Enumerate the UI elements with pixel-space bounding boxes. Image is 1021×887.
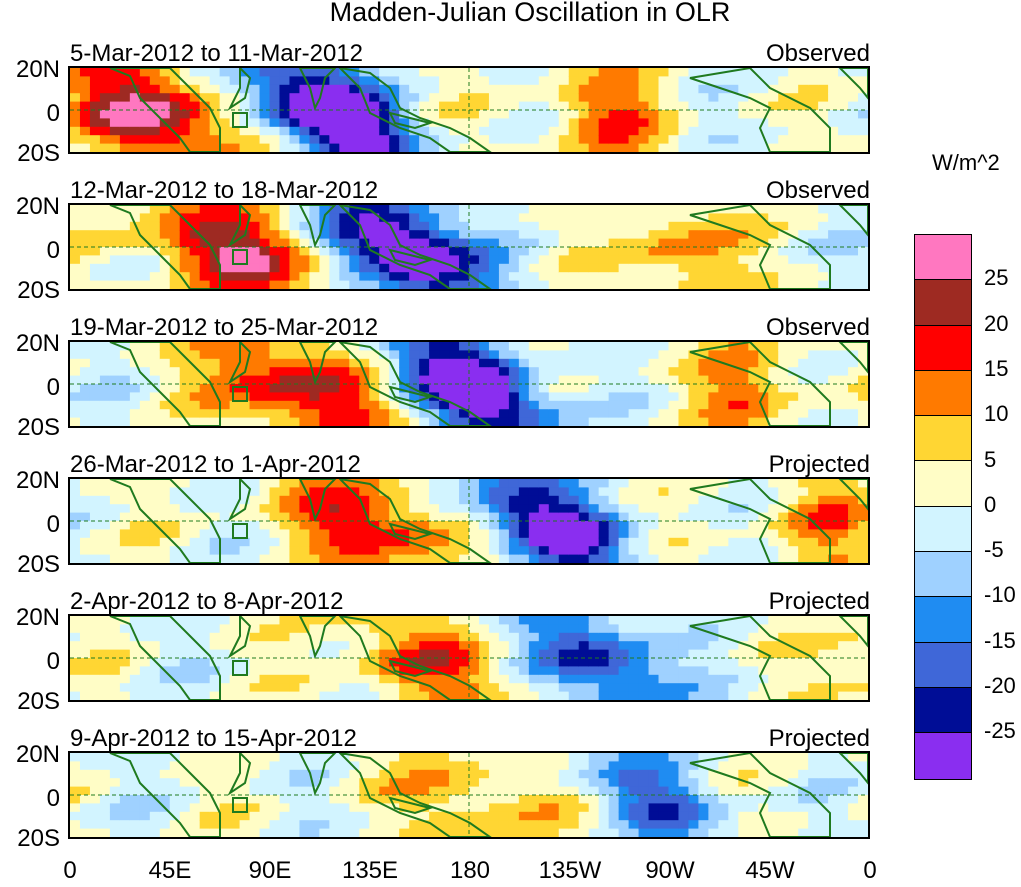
olr-map bbox=[68, 477, 870, 565]
latitude-label: 20S bbox=[17, 277, 60, 304]
colorbar-level-label: 15 bbox=[984, 355, 1009, 381]
colorbar-swatch bbox=[915, 642, 971, 688]
panel-status: Projected bbox=[768, 588, 870, 615]
colorbar-swatch bbox=[915, 687, 971, 734]
map-panel: 26-Mar-2012 to 1-Apr-2012 Projected 20N 0 20… bbox=[16, 451, 870, 578]
panel-date-range: 12-Mar-2012 to 18-Mar-2012 bbox=[70, 177, 379, 204]
panel-status: Observed bbox=[765, 314, 870, 341]
longitude-tick-label: 0 bbox=[63, 857, 77, 884]
colorbar-level-label: -10 bbox=[984, 582, 1016, 608]
latitude-label: 20S bbox=[17, 140, 60, 167]
panel-status: Projected bbox=[768, 725, 870, 752]
latitude-label: 20S bbox=[17, 688, 60, 715]
latitude-label: 0 bbox=[46, 785, 60, 812]
colorbar-level-label: 10 bbox=[984, 401, 1009, 427]
latitude-label: 20N bbox=[15, 467, 60, 494]
colorbar-level-label: 0 bbox=[984, 491, 997, 517]
longitude-tick-label: 90W bbox=[645, 857, 695, 884]
olr-map bbox=[68, 340, 870, 428]
longitude-tick-label: 0 bbox=[863, 857, 877, 884]
colorbar-level-label: -20 bbox=[984, 673, 1016, 698]
chart-title: Madden-Julian Oscillation in OLR bbox=[329, 0, 731, 27]
coastlines bbox=[109, 205, 868, 289]
latitude-label: 0 bbox=[46, 511, 60, 538]
panel-date-range: 19-Mar-2012 to 25-Mar-2012 bbox=[70, 314, 379, 341]
longitude-tick-label: 45E bbox=[148, 857, 192, 884]
colorbar-swatch bbox=[915, 325, 971, 371]
panel-date-range: 26-Mar-2012 to 1-Apr-2012 bbox=[70, 451, 361, 478]
colorbar-swatch bbox=[915, 506, 971, 553]
latitude-label: 20S bbox=[17, 414, 60, 441]
panel-status: Projected bbox=[768, 451, 870, 478]
longitude-tick-label: 180 bbox=[449, 857, 491, 884]
colorbar-level-label: 25 bbox=[984, 265, 1009, 291]
latitude-label: 20S bbox=[17, 825, 60, 852]
latitude-label: 0 bbox=[46, 237, 60, 264]
colorbar-level-label: -15 bbox=[984, 627, 1016, 653]
colorbar-swatch bbox=[915, 370, 971, 417]
olr-anomaly-field bbox=[70, 205, 868, 289]
olr-map bbox=[68, 751, 870, 839]
longitude-tick-label: 135E bbox=[341, 857, 399, 884]
latitude-label: 20S bbox=[17, 551, 60, 578]
latitude-label: 0 bbox=[46, 100, 60, 127]
colorbar bbox=[914, 234, 972, 780]
latitude-label: 0 bbox=[46, 374, 60, 401]
colorbar-level-label: 20 bbox=[984, 310, 1009, 336]
panel-date-range: 2-Apr-2012 to 8-Apr-2012 bbox=[70, 588, 344, 615]
olr-anomaly-field bbox=[70, 479, 868, 563]
longitude-tick-label: 135W bbox=[538, 857, 602, 884]
latitude-label: 20N bbox=[15, 56, 60, 83]
colorbar-swatch bbox=[915, 733, 971, 779]
olr-map bbox=[68, 203, 870, 291]
latitude-label: 20N bbox=[15, 741, 60, 768]
coastlines bbox=[109, 68, 868, 152]
panel-date-range: 5-Mar-2012 to 11-Mar-2012 bbox=[70, 40, 364, 67]
latitude-label: 20N bbox=[15, 193, 60, 220]
colorbar-swatch bbox=[915, 235, 971, 281]
olr-map bbox=[68, 614, 870, 702]
map-panel: 9-Apr-2012 to 15-Apr-2012 Projected 20N 0 20… bbox=[16, 725, 870, 852]
panel-status: Observed bbox=[765, 177, 870, 204]
colorbar-swatch bbox=[915, 280, 971, 326]
colorbar-swatch bbox=[915, 597, 971, 643]
olr-anomaly-field bbox=[70, 342, 868, 426]
coastlines bbox=[109, 342, 868, 426]
panel-status: Observed bbox=[765, 40, 870, 67]
map-panel: 5-Mar-2012 to 11-Mar-2012 Observed 20N 0 20S bbox=[16, 40, 870, 167]
latitude-label: 0 bbox=[46, 648, 60, 675]
panel-date-range: 9-Apr-2012 to 15-Apr-2012 bbox=[70, 725, 357, 752]
latitude-label: 20N bbox=[15, 604, 60, 631]
colorbar-units: W/m^2 bbox=[932, 150, 1000, 175]
colorbar-swatch bbox=[915, 461, 971, 507]
colorbar-level-label: -5 bbox=[984, 537, 1004, 563]
olr-anomaly-field bbox=[70, 753, 868, 837]
olr-map bbox=[68, 66, 870, 154]
coastlines bbox=[109, 616, 868, 700]
colorbar-swatch bbox=[915, 552, 971, 598]
colorbar-level-label: 5 bbox=[984, 446, 997, 472]
colorbar-swatch bbox=[915, 416, 971, 462]
colorbar-level-label: -25 bbox=[984, 718, 1016, 744]
coastlines bbox=[109, 753, 868, 837]
map-panel: 2-Apr-2012 to 8-Apr-2012 Projected 20N 0 20S bbox=[16, 588, 870, 715]
longitude-tick-label: 45W bbox=[745, 857, 795, 884]
coastlines bbox=[109, 479, 868, 563]
latitude-label: 20N bbox=[15, 330, 60, 357]
longitude-tick-label: 90E bbox=[248, 857, 292, 884]
map-panel: 12-Mar-2012 to 18-Mar-2012 Observed 20N 0 20… bbox=[16, 177, 870, 304]
map-panel: 19-Mar-2012 to 25-Mar-2012 Observed 20N 0 20… bbox=[16, 314, 870, 441]
